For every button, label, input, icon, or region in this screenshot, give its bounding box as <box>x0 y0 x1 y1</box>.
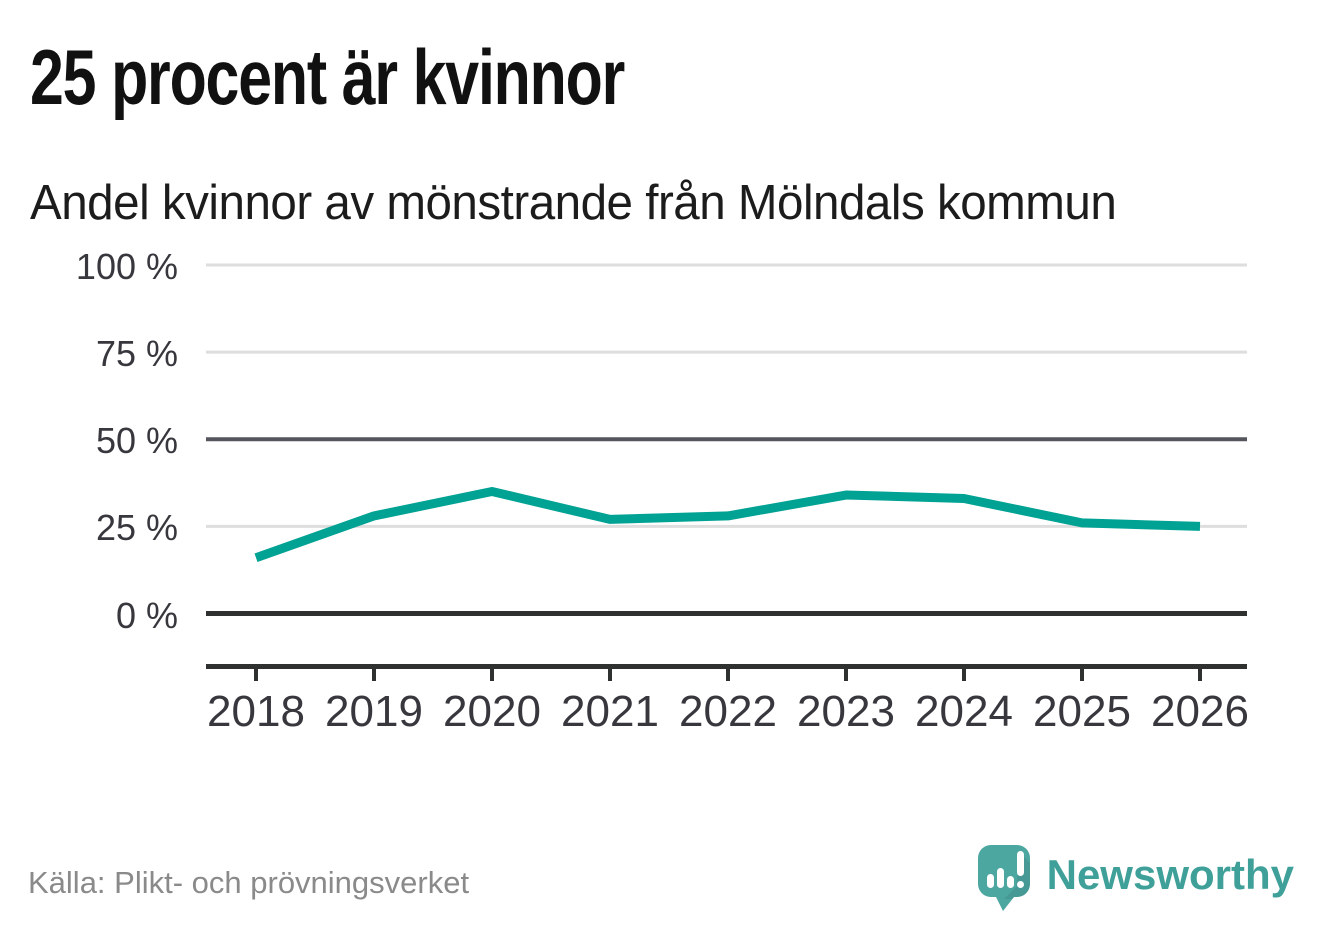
brand-logo: Newsworthy <box>976 843 1294 913</box>
bar-3 <box>1006 876 1014 888</box>
exclamation-bar <box>1016 851 1024 876</box>
chart-title: 25 procent är kvinnor <box>30 33 625 121</box>
newsworthy-logo-icon <box>977 845 1030 911</box>
bar-2 <box>996 868 1004 888</box>
logo-shadow <box>1003 853 1030 899</box>
data-line <box>254 487 1201 562</box>
chart-subtitle: Andel kvinnor av mönstrande från Mölndal… <box>30 176 1117 230</box>
bar-1 <box>986 874 994 888</box>
exclamation-dot <box>1016 881 1024 888</box>
brand-name: Newsworthy <box>1046 851 1294 898</box>
source-text: Källa: Plikt- och prövningsverket <box>28 865 470 900</box>
